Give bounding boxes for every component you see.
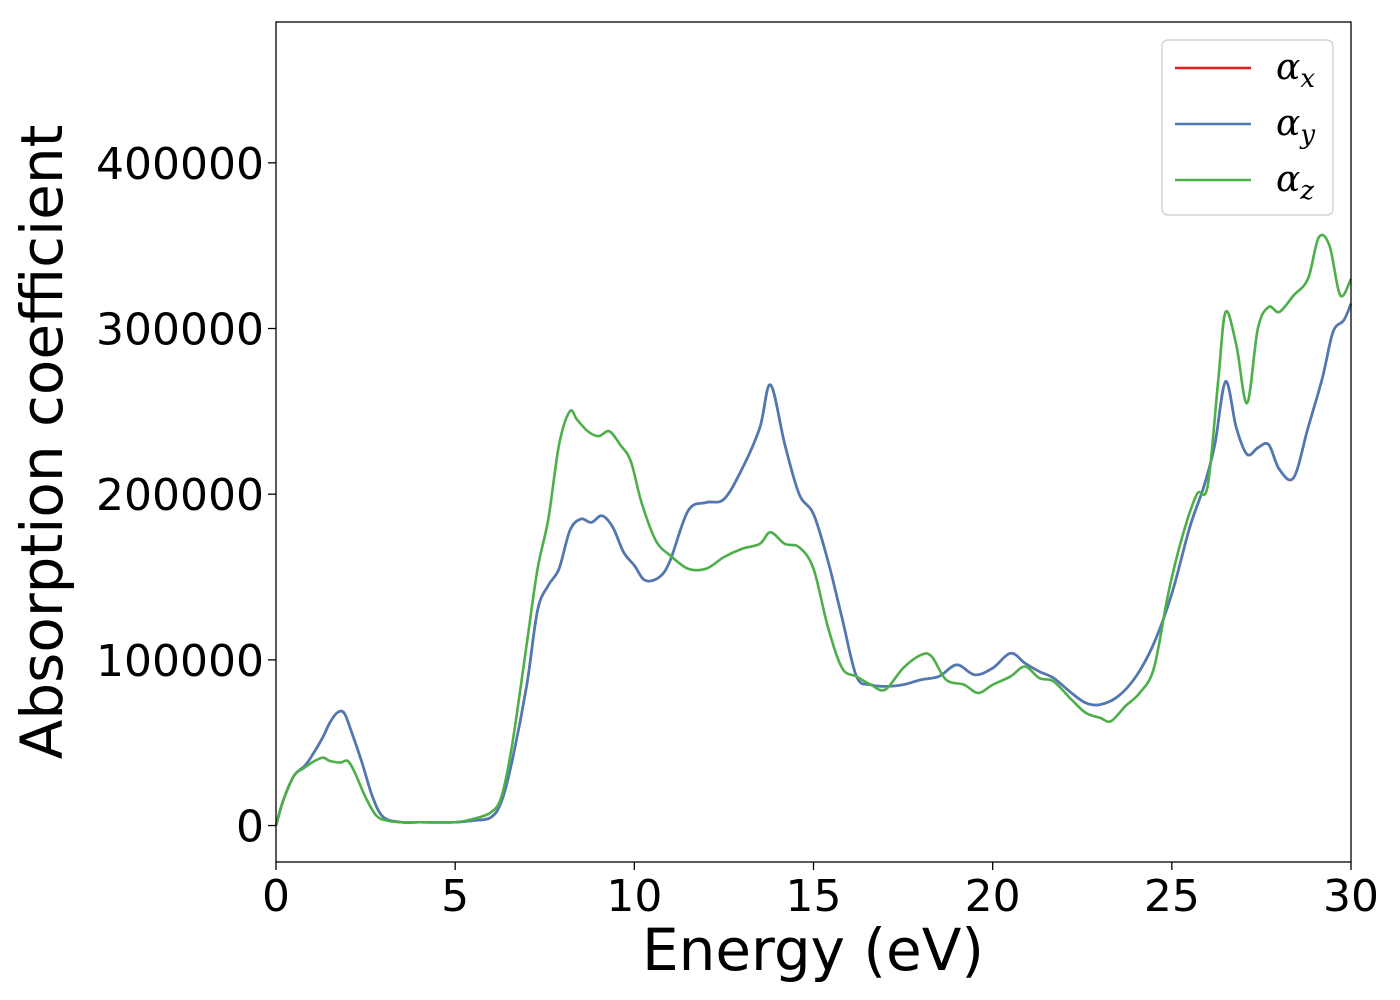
x-tick-label: 30 (1323, 871, 1379, 922)
x-tick-label: 25 (1144, 871, 1200, 922)
x-tick-label: 10 (606, 871, 662, 922)
x-tick-label: 15 (786, 871, 842, 922)
y-tick-label: 200000 (96, 470, 264, 521)
y-tick-label: 300000 (96, 305, 264, 356)
series-layer (274, 233, 1353, 826)
legend-box (1161, 39, 1334, 216)
x-axis-title: Energy (eV) (642, 916, 984, 984)
y-axis-ticks: 0 100000 200000 300000 400000 (96, 139, 276, 853)
y-tick-label: 400000 (96, 139, 264, 190)
y-axis-title: Absorption coefficient (8, 125, 76, 760)
series-line-z (274, 233, 1353, 826)
x-tick-label: 0 (262, 871, 290, 922)
x-axis-ticks: 0 5 10 15 20 25 30 (262, 862, 1379, 922)
y-tick-label: 0 (236, 802, 264, 853)
x-tick-label: 5 (441, 871, 469, 922)
x-tick-label: 20 (965, 871, 1021, 922)
y-tick-label: 100000 (96, 636, 264, 687)
